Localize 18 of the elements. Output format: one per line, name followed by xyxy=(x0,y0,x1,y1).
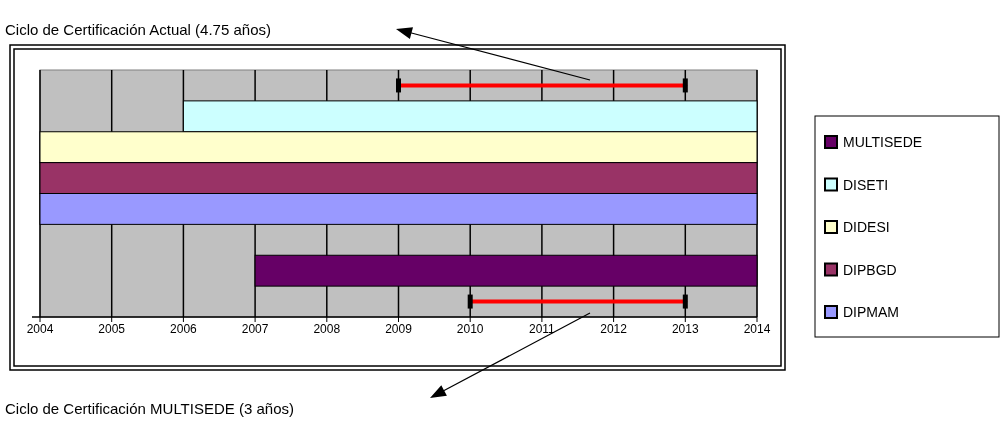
x-tick-label: 2008 xyxy=(313,322,341,336)
legend-label: DISETI xyxy=(843,176,889,193)
legend-label: DIPMAM xyxy=(843,304,899,320)
x-tick-label: 2005 xyxy=(98,322,126,336)
x-tick-label: 2009 xyxy=(385,322,413,336)
x-tick-label: 2004 xyxy=(26,322,54,336)
x-tick-label: 2012 xyxy=(600,322,628,336)
x-tick-label: 2011 xyxy=(528,322,556,336)
text: Ciclo de Certificación Actual (4.75 años) xyxy=(5,21,271,38)
legend-label: DIDESI xyxy=(843,219,890,235)
legend-label: MULTISEDE xyxy=(843,134,923,150)
x-tick-label: 2007 xyxy=(241,322,269,336)
x-tick-label: 2014 xyxy=(743,322,771,336)
legend-label: DIPBGD xyxy=(843,261,897,278)
x-tick-label: 2006 xyxy=(170,322,198,336)
x-tick-label: 2013 xyxy=(671,322,699,336)
text: Ciclo de Certificación MULTISEDE (3 años) xyxy=(5,400,294,417)
x-tick-label: 2010 xyxy=(456,322,484,336)
